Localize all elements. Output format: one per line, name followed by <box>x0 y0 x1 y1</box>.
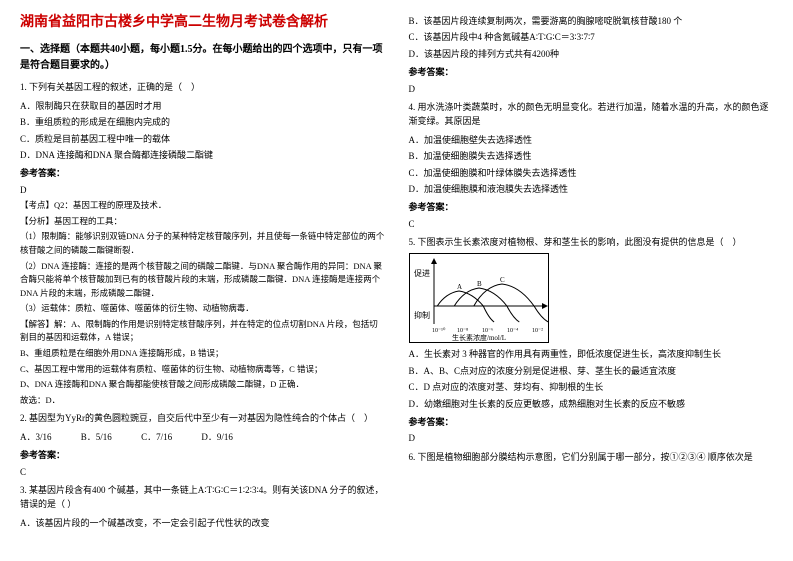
q2-option-b: B．5/16 <box>81 432 112 442</box>
q4-option-c: C．加温使细胞膜和叶绿体膜失去选择透性 <box>409 166 774 180</box>
q2-stem: 2. 基因型为YyRr的黄色圆粒豌豆，自交后代中至少有一对基因为隐性纯合的个体占… <box>20 411 385 425</box>
q3-option-c: C．该基因片段中4 种含氮碱基A∶T∶G∶C＝3∶3∶7∶7 <box>409 30 774 44</box>
svg-text:B: B <box>477 280 482 288</box>
q5-answer: D <box>409 431 774 445</box>
q3-option-d: D．该基因片段的排列方式共有4200种 <box>409 47 774 61</box>
q5-stem: 5. 下图表示生长素浓度对植物根、芽和茎生长的影响，此图没有提供的信息是（ ） <box>409 235 774 249</box>
q1-solve-a: 【解答】解：A、限制酶的作用是识别特定核苷酸序列，并在特定的位点切割DNA 片段… <box>20 318 385 345</box>
q3-option-a: A．该基因片段的一个碱基改变，不一定会引起子代性状的改变 <box>20 516 385 530</box>
q1-solve-b: B、重组质粒是在细胞外用DNA 连接酶形成，B 错误； <box>20 347 385 361</box>
q1-option-c: C．质粒是目前基因工程中唯一的载体 <box>20 132 385 146</box>
q2-option-a: A．3/16 <box>20 432 52 442</box>
q4-option-a: A．加温使细胞壁失去选择透性 <box>409 133 774 147</box>
q3-answer: D <box>409 82 774 96</box>
q2-option-d: D．9/16 <box>201 432 233 442</box>
q1-answer-label: 参考答案： <box>20 166 385 180</box>
q5-option-a: A．生长素对 3 种器官的作用具有两重性，即低浓度促进生长，高浓度抑制生长 <box>409 347 774 361</box>
q5-option-d: D．幼嫩细胞对生长素的反应更敏感，成熟细胞对生长素的反应不敏感 <box>409 397 774 411</box>
q5-answer-label: 参考答案： <box>409 415 774 429</box>
q1-analysis-label: 【分析】基因工程的工具： <box>20 215 385 229</box>
q4-answer: C <box>409 217 774 231</box>
q1-analysis-3: （3）运载体：质粒、噬菌体、噬菌体的衍生物、动植物病毒． <box>20 302 385 316</box>
q3-stem: 3. 某基因片段含有400 个碱基，其中一条链上A∶T∶G∶C＝1∶2∶3∶4。… <box>20 483 385 512</box>
svg-text:10⁻¹⁰: 10⁻¹⁰ <box>432 327 446 334</box>
section-header: 一、选择题（本题共40小题，每小题1.5分。在每小题给出的四个选项中，只有一项是… <box>20 42 385 74</box>
svg-text:生长素浓度/mol/L: 生长素浓度/mol/L <box>452 333 506 342</box>
q2-options: A．3/16 B．5/16 C．7/16 D．9/16 <box>20 430 385 444</box>
svg-text:A: A <box>457 283 462 291</box>
q2-answer: C <box>20 465 385 479</box>
svg-text:C: C <box>500 276 505 284</box>
q2-answer-label: 参考答案： <box>20 448 385 462</box>
q1-focus: 【考点】Q2：基因工程的原理及技术． <box>20 199 385 213</box>
exam-title: 湖南省益阳市古楼乡中学高二生物月考试卷含解析 <box>20 12 385 34</box>
q3-answer-label: 参考答案： <box>409 65 774 79</box>
svg-text:10⁻⁴: 10⁻⁴ <box>507 328 518 334</box>
svg-text:促进: 促进 <box>414 268 430 278</box>
q1-answer: D <box>20 183 385 197</box>
q1-option-d: D．DNA 连接酶和DNA 聚合酶都连接磷酸二酯键 <box>20 148 385 162</box>
q3-option-b: B．该基因片段连续复制两次，需要游离的胸腺嘧啶脱氧核苷酸180 个 <box>409 14 774 28</box>
q5-option-c: C．D 点对应的浓度对茎、芽均有、抑制根的生长 <box>409 380 774 394</box>
q5-option-b: B．A、B、C点对应的浓度分别是促进根、芽、茎生长的最适宜浓度 <box>409 364 774 378</box>
chart-svg: 促进抑制ABC10⁻¹⁰10⁻⁸10⁻⁶10⁻⁴10⁻²生长素浓度/mol/L <box>412 256 548 342</box>
q4-stem: 4. 用水洗涤叶类蔬菜时，水的颜色无明显变化。若进行加温，随着水温的升高，水的颜… <box>409 100 774 129</box>
q4-option-d: D．加温使细胞膜和液泡膜失去选择透性 <box>409 182 774 196</box>
q5-chart: 促进抑制ABC10⁻¹⁰10⁻⁸10⁻⁶10⁻⁴10⁻²生长素浓度/mol/L <box>409 253 549 343</box>
q1-conclude: 故选：D． <box>20 394 385 408</box>
q4-option-b: B．加温使细胞膜失去选择透性 <box>409 149 774 163</box>
q1-solve-c: C、基因工程中常用的运载体有质粒、噬菌体的衍生物、动植物病毒等，C 错误； <box>20 363 385 377</box>
q1-analysis-1: （1）限制酶：能够识别双链DNA 分子的某种特定核苷酸序列，并且使每一条链中特定… <box>20 230 385 257</box>
q6-stem: 6. 下图是植物细胞部分膜结构示意图，它们分别属于哪一部分，按①②③④ 顺序依次… <box>409 450 774 464</box>
svg-text:10⁻²: 10⁻² <box>532 328 543 334</box>
svg-text:抑制: 抑制 <box>414 310 430 320</box>
q1-analysis-2: （2）DNA 连接酶：连接的是两个核苷酸之间的磷酸二酯键．与DNA 聚合酶作用的… <box>20 260 385 301</box>
q1-solve-d: D、DNA 连接酶和DNA 聚合酶都能使核苷酸之间形成磷酸二酯键，D 正确． <box>20 378 385 392</box>
q4-answer-label: 参考答案： <box>409 200 774 214</box>
q2-option-c: C．7/16 <box>141 432 172 442</box>
q1-option-a: A．限制酶只在获取目的基因时才用 <box>20 99 385 113</box>
q1-option-b: B．重组质粒的形成是在细胞内完成的 <box>20 115 385 129</box>
q1-stem: 1. 下列有关基因工程的叙述，正确的是（ ） <box>20 80 385 94</box>
